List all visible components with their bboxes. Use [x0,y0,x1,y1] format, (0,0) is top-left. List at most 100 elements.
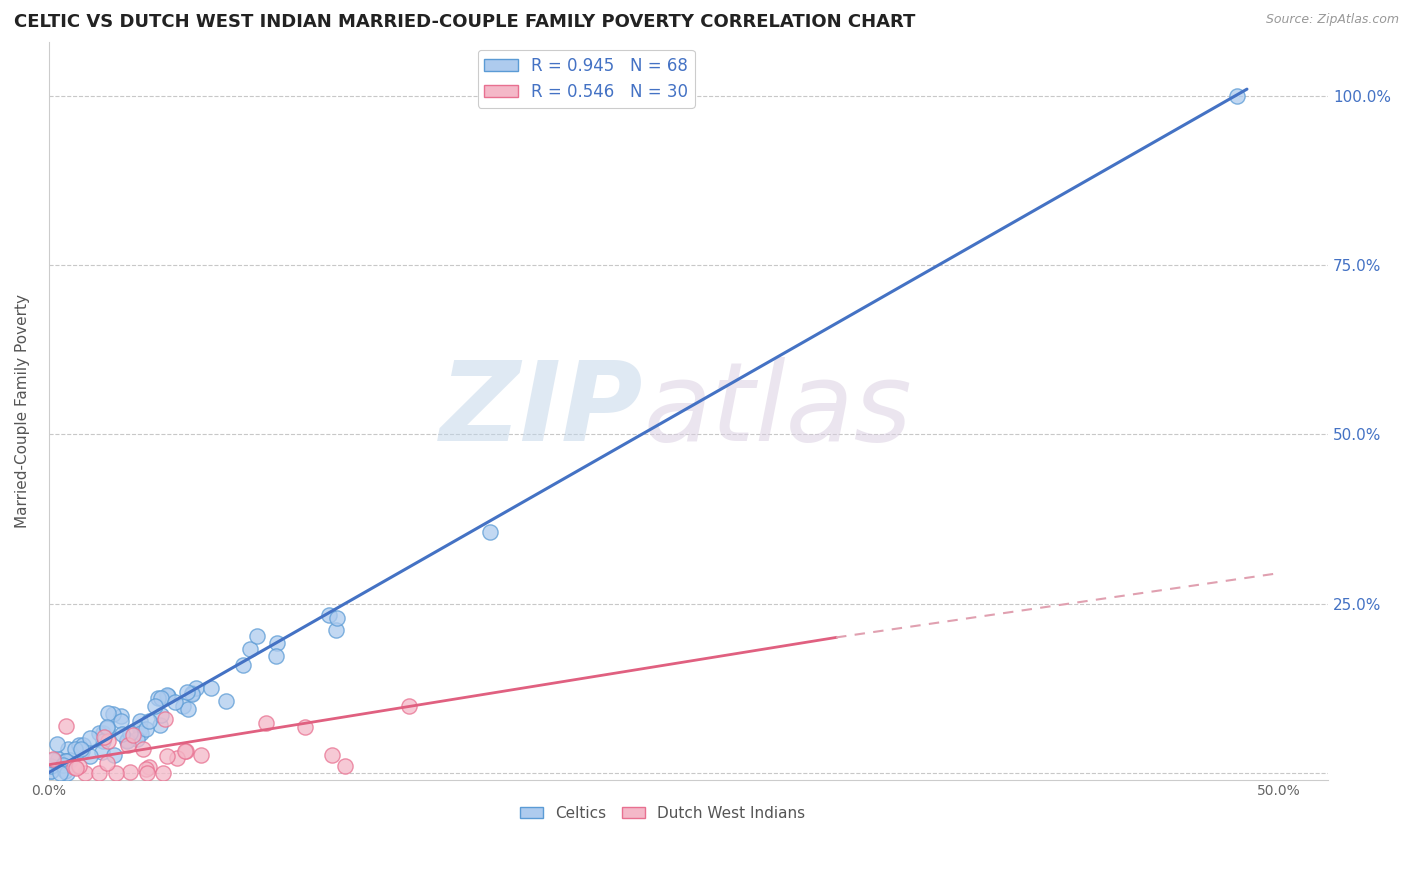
Point [55,719,77,733]
Point [118,765,141,780]
Text: Source: ZipAtlas.com: Source: ZipAtlas.com [1265,13,1399,27]
Point [163,695,186,709]
Point [174,744,197,758]
Text: CELTIC VS DUTCH WEST INDIAN MARRIED-COUPLE FAMILY POVERTY CORRELATION CHART: CELTIC VS DUTCH WEST INDIAN MARRIED-COUP… [14,13,915,31]
Point [325,623,347,637]
Point [155,712,177,726]
Point [129,725,152,739]
Point [96,721,118,735]
Point [138,760,160,774]
Point [91,733,114,747]
Point [79,748,101,763]
Point [97,706,120,720]
Point [55,765,77,780]
Point [335,758,357,772]
Point [79,731,101,745]
Point [87,725,110,739]
Point [129,714,152,728]
Point [96,720,118,734]
Point [254,716,277,731]
Point [156,748,179,763]
Point [97,734,120,748]
Point [67,759,90,773]
Point [90,745,112,759]
Point [39,759,62,773]
Point [105,765,128,780]
Point [180,686,202,700]
Point [39,764,62,778]
Point [91,726,114,740]
Point [176,701,198,715]
Text: ZIP: ZIP [440,357,644,464]
Point [143,698,166,713]
Point [55,755,77,769]
Point [58,742,80,756]
Point [93,731,115,745]
Legend: Celtics, Dutch West Indians: Celtics, Dutch West Indians [515,800,811,827]
Point [398,698,420,713]
Point [215,694,238,708]
Point [55,756,77,771]
Point [1226,89,1249,103]
Point [87,765,110,780]
Point [62,760,84,774]
Point [110,709,132,723]
Point [111,727,134,741]
Point [65,761,87,775]
Point [72,739,94,753]
Point [129,723,152,737]
Point [59,754,82,768]
Point [135,722,157,736]
Point [174,744,197,758]
Point [176,685,198,699]
Point [266,636,288,650]
Point [146,691,169,706]
Point [478,524,501,539]
Point [42,752,65,766]
Point [70,744,93,758]
Point [135,762,157,776]
Point [166,750,188,764]
Point [63,741,86,756]
Point [110,714,132,728]
Point [117,739,139,753]
Point [48,752,70,766]
Point [150,708,173,723]
Point [49,765,72,780]
Point [321,747,343,762]
Point [103,748,125,763]
Point [39,764,62,778]
Point [318,607,340,622]
Point [42,753,65,767]
Point [75,765,97,780]
Point [132,742,155,756]
Point [156,689,179,703]
Point [101,707,124,722]
Point [148,718,170,732]
Point [239,642,262,657]
Point [232,657,254,672]
Point [53,764,76,778]
Point [67,738,90,752]
Point [138,714,160,729]
Point [294,720,316,734]
Text: atlas: atlas [644,357,912,464]
Point [115,734,138,748]
Point [127,732,149,747]
Point [152,765,174,780]
Point [96,756,118,770]
Point [180,685,202,699]
Point [172,698,194,713]
Point [325,611,347,625]
Point [264,649,287,664]
Point [115,733,138,747]
Point [200,681,222,696]
Y-axis label: Married-Couple Family Poverty: Married-Couple Family Poverty [15,293,30,528]
Point [122,728,145,742]
Point [52,758,75,772]
Point [246,629,269,643]
Point [118,726,141,740]
Point [190,747,212,762]
Point [46,737,69,751]
Point [70,742,93,756]
